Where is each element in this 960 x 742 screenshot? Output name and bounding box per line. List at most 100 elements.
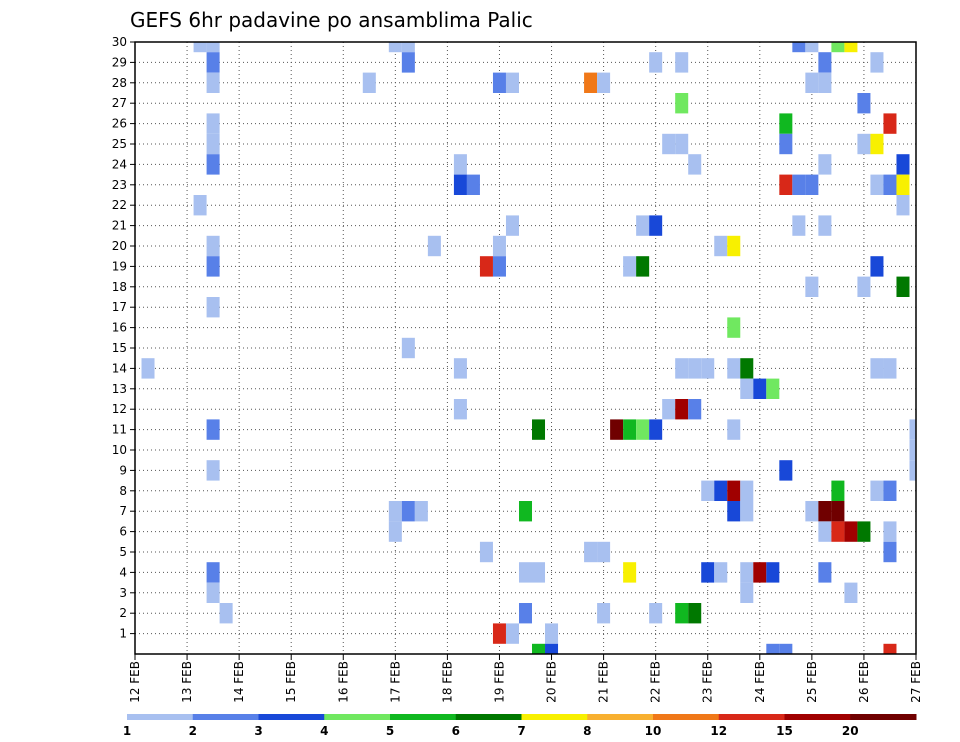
color-scale-swatch [324, 714, 391, 720]
heatmap-cell [844, 582, 858, 603]
x-tick-label: 13 FEB [180, 661, 194, 703]
heatmap-cell [479, 541, 493, 563]
x-tick-label: 15 FEB [284, 661, 298, 703]
y-tick-label: 25 [112, 137, 127, 151]
heatmap-cell [401, 501, 415, 522]
heatmap-cell [818, 52, 832, 73]
heatmap-cell [909, 439, 916, 461]
heatmap-cell [206, 154, 220, 175]
heatmap-cell [388, 501, 402, 522]
heatmap-cell [505, 215, 519, 236]
heatmap-cell [870, 133, 884, 155]
heatmap-cell [597, 603, 611, 624]
heatmap-cell [857, 276, 871, 297]
heatmap-cell [805, 72, 819, 93]
heatmap-cell [466, 174, 480, 195]
heatmap-cell [636, 256, 650, 277]
heatmap-cell [518, 562, 533, 583]
heatmap-cell [870, 256, 884, 277]
color-scale-label: 12 [710, 724, 727, 738]
heatmap-cell [883, 643, 897, 654]
heatmap-cell [779, 174, 793, 195]
heatmap-cell [453, 174, 467, 195]
color-scale-label: 7 [517, 724, 525, 738]
heatmap-cell [623, 419, 637, 440]
heatmap-cell [740, 501, 754, 522]
heatmap-cell [805, 42, 819, 53]
color-scale-label: 5 [386, 724, 394, 738]
heatmap-cell [193, 42, 207, 53]
y-tick-label: 17 [112, 300, 127, 314]
y-tick-label: 7 [119, 504, 127, 518]
heatmap-cell [206, 256, 220, 277]
heatmap-cell [532, 643, 546, 654]
y-tick-label: 19 [112, 259, 127, 273]
x-tick-label: 27 FEB [909, 661, 923, 703]
heatmap-cell [401, 337, 415, 359]
heatmap-cell [701, 562, 715, 583]
heatmap-cell [792, 215, 806, 236]
heatmap-cell [362, 72, 376, 93]
heatmap-cell [740, 562, 754, 583]
color-scale-label: 4 [320, 724, 328, 738]
y-tick-label: 26 [112, 117, 127, 131]
y-tick-label: 9 [119, 463, 127, 477]
x-tick-label: 25 FEB [805, 661, 819, 703]
x-tick-label: 18 FEB [440, 661, 454, 703]
heatmap-cell [727, 235, 741, 257]
y-tick-label: 3 [119, 586, 127, 600]
x-tick-label: 26 FEB [857, 661, 871, 703]
y-tick-label: 1 [119, 627, 127, 641]
heatmap-cell [818, 501, 832, 522]
heatmap-cell [636, 419, 650, 440]
y-tick-label: 14 [112, 361, 127, 375]
heatmap-cell [675, 399, 689, 420]
heatmap-cell [896, 195, 910, 216]
heatmap-cell [909, 460, 916, 481]
heatmap-cell [779, 460, 793, 481]
heatmap-cell [766, 378, 780, 399]
heatmap-cell [831, 521, 845, 542]
heatmap-cell [870, 480, 884, 501]
heatmap-cell [714, 562, 728, 583]
heatmap-cell [740, 358, 754, 379]
y-tick-label: 27 [112, 96, 127, 110]
data-cells [141, 42, 916, 654]
heatmap-cell [701, 480, 715, 501]
heatmap-cell [688, 603, 702, 624]
heatmap-cell [688, 358, 702, 379]
heatmap-cell [727, 501, 741, 522]
heatmap-cell [870, 174, 884, 195]
heatmap-cell [584, 541, 598, 563]
x-tick-label: 24 FEB [753, 661, 767, 703]
y-tick-label: 11 [112, 423, 127, 437]
heatmap-cell [505, 623, 519, 644]
heatmap-cell [206, 52, 220, 73]
heatmap-cell [675, 52, 689, 73]
x-tick-label: 23 FEB [701, 661, 715, 703]
color-scale-swatch [653, 714, 720, 720]
x-tick-label: 14 FEB [232, 661, 246, 703]
color-scale-label: 6 [452, 724, 460, 738]
heatmap-cell [427, 235, 441, 257]
heatmap-cell [388, 42, 402, 53]
heatmap-cell [857, 521, 871, 542]
heatmap-cell [792, 42, 806, 53]
heatmap-cell [545, 623, 559, 644]
color-scale-label: 8 [583, 724, 591, 738]
y-tick-label: 5 [119, 545, 127, 559]
y-tick-label: 22 [112, 198, 127, 212]
heatmap-cell [818, 72, 832, 93]
heatmap-cell [649, 52, 663, 73]
heatmap-cell [740, 582, 754, 603]
heatmap-cell [857, 93, 871, 114]
heatmap-cell [714, 235, 728, 257]
heatmap-cell [831, 480, 845, 501]
heatmap-cell [831, 42, 845, 53]
y-tick-label: 8 [119, 484, 127, 498]
y-tick-label: 15 [112, 341, 127, 355]
y-tick-label: 13 [112, 382, 127, 396]
heatmap-cell [740, 480, 754, 501]
heatmap-cell [675, 358, 689, 379]
